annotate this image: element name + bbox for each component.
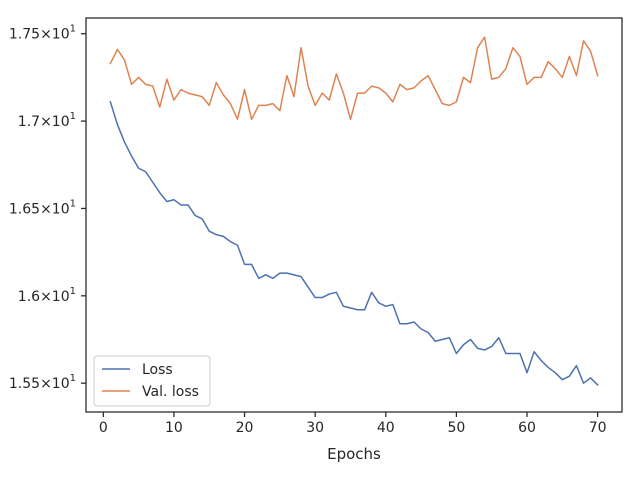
y-tick-label: 1.6×101 bbox=[18, 286, 76, 305]
series-line-loss bbox=[109, 100, 599, 386]
y-tick-label: 1.65×101 bbox=[9, 198, 76, 217]
legend: Loss Val. loss bbox=[93, 355, 211, 407]
x-tick-label: 50 bbox=[447, 420, 465, 436]
x-tick-label: 30 bbox=[306, 420, 324, 436]
y-axis: 1.55×101 1.6×101 1.65×101 1.7×101 1.75×101 bbox=[9, 24, 86, 392]
x-tick-label: 70 bbox=[589, 420, 607, 436]
x-tick-label: 20 bbox=[236, 420, 254, 436]
y-tick-label: 1.7×101 bbox=[18, 111, 76, 130]
series-line-val-loss bbox=[109, 36, 599, 121]
y-tick-label: 1.75×101 bbox=[9, 24, 76, 43]
x-tick-label: 10 bbox=[165, 420, 183, 436]
y-tick-label: 1.55×101 bbox=[9, 373, 76, 392]
legend-label-val-loss: Val. loss bbox=[142, 384, 199, 400]
legend-label-loss: Loss bbox=[142, 362, 173, 378]
x-tick-label: 40 bbox=[377, 420, 395, 436]
series-layer bbox=[109, 36, 599, 386]
x-axis-label: Epochs bbox=[327, 445, 381, 463]
plot-frame bbox=[85, 17, 623, 413]
x-tick-label: 0 bbox=[99, 420, 108, 436]
x-tick-label: 60 bbox=[518, 420, 536, 436]
x-axis: 0 10 20 30 40 50 60 70 bbox=[99, 412, 607, 436]
